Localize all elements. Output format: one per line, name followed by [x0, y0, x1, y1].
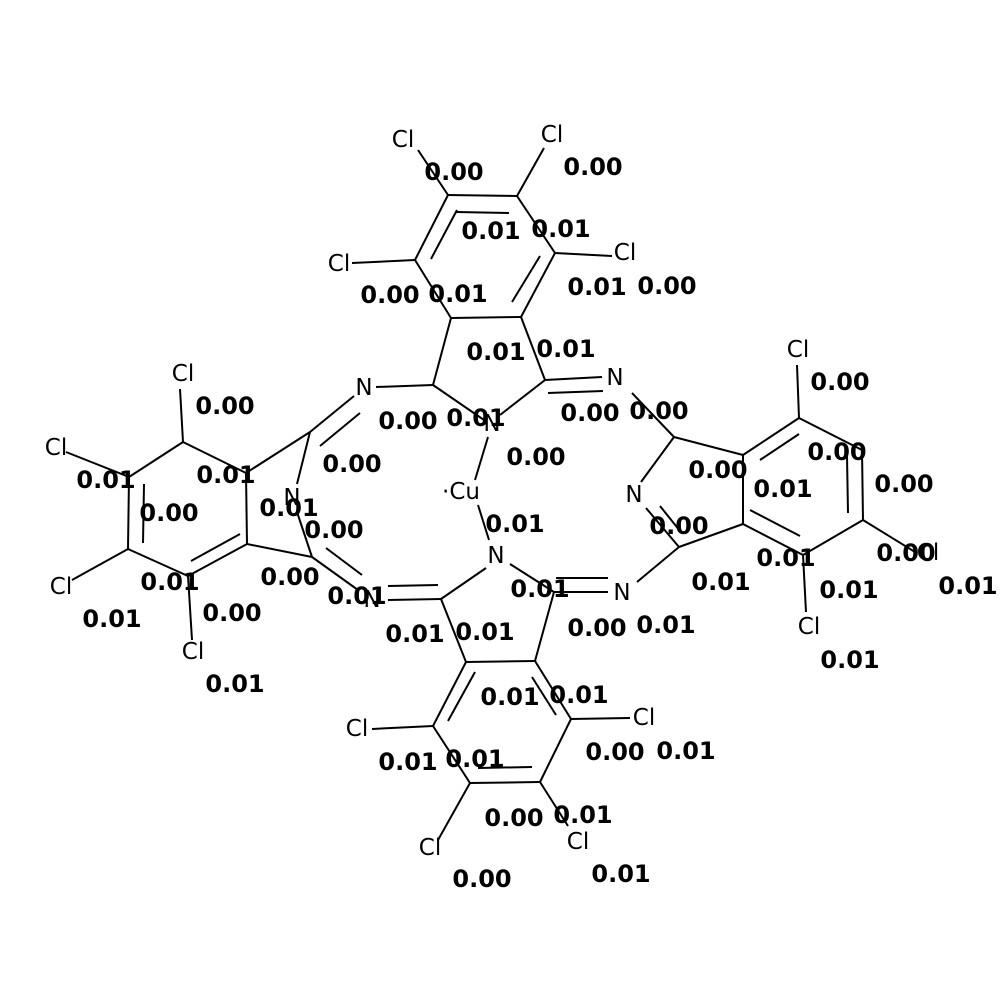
atom-value-label: 0.01 — [461, 217, 520, 245]
chlorine-atom-label: Cl — [45, 435, 67, 461]
nitrogen-atom-label: N — [355, 375, 372, 401]
atom-value-label: 0.00 — [304, 516, 363, 544]
chlorine-atom-label: Cl — [541, 122, 563, 148]
atom-value-label: 0.00 — [874, 470, 933, 498]
atom-value-label: 0.00 — [807, 438, 866, 466]
atom-value-label: 0.00 — [360, 281, 419, 309]
atom-value-label: 0.01 — [485, 510, 544, 538]
bond-lines — [65, 147, 916, 841]
atom-value-label: 0.01 — [549, 681, 608, 709]
atom-value-label: 0.00 — [506, 443, 565, 471]
atom-value-label: 0.01 — [466, 338, 525, 366]
atom-value-label: 0.01 — [76, 466, 135, 494]
atom-value-label: 0.01 — [636, 611, 695, 639]
chlorine-atom-label: Cl — [798, 614, 820, 640]
atom-value-labels: 0.00 0.000.01 0.010.010.00 0.000.010.01 0.01… — [76, 153, 997, 893]
chlorine-atom-label: Cl — [50, 574, 72, 600]
chlorine-atom-label: Cl — [346, 716, 368, 742]
atom-value-label: 0.01 — [753, 475, 812, 503]
atom-value-label: 0.00 — [424, 158, 483, 186]
atom-value-label: 0.00 — [202, 599, 261, 627]
atom-value-label: 0.01 — [385, 620, 444, 648]
atom-value-label: 0.00 — [322, 450, 381, 478]
atom-value-label: 0.01 — [445, 745, 504, 773]
atom-value-label: 0.00 — [195, 392, 254, 420]
atom-value-label: 0.00 — [876, 539, 935, 567]
chlorine-atom-label: Cl — [182, 639, 204, 665]
chlorine-atom-label: Cl — [567, 829, 589, 855]
atom-value-label: 0.01 — [480, 683, 539, 711]
atom-value-label: 0.01 — [82, 605, 141, 633]
atom-value-label: 0.00 — [637, 272, 696, 300]
nitrogen-atom-label: N — [487, 543, 504, 569]
chlorine-atom-label: Cl — [614, 240, 636, 266]
atom-value-label: 0.01 — [819, 576, 878, 604]
atom-value-label: 0.01 — [259, 494, 318, 522]
atom-value-label: 0.00 — [139, 499, 198, 527]
atom-value-label: 0.01 — [531, 215, 590, 243]
atom-value-label: 0.01 — [455, 618, 514, 646]
copper-atom-label: ·Cu — [442, 479, 480, 505]
atom-value-label: 0.00 — [484, 804, 543, 832]
chlorine-atom-label: Cl — [633, 705, 655, 731]
nitrogen-atom-label: N — [283, 485, 300, 511]
atom-value-label: 0.01 — [327, 582, 386, 610]
atom-value-label: 0.01 — [756, 544, 815, 572]
atom-value-label: 0.00 — [563, 153, 622, 181]
atom-labels: Cl Cl Cl Cl Cl Cl Cl Cl Cl Cl Cl Cl Cl Cl Cl N N N N N N N N ·C… — [45, 122, 939, 861]
atom-value-label: 0.01 — [820, 646, 879, 674]
chlorine-atom-label: Cl — [917, 540, 939, 566]
atom-value-label: 0.00 — [688, 456, 747, 484]
atom-value-label: 0.00 — [629, 397, 688, 425]
atom-value-label: 0.00 — [649, 512, 708, 540]
atom-value-label: 0.01 — [567, 273, 626, 301]
atom-value-label: 0.01 — [510, 575, 569, 603]
atom-value-label: 0.01 — [140, 568, 199, 596]
atom-value-label: 0.01 — [378, 748, 437, 776]
nitrogen-atom-label: N — [613, 580, 630, 606]
chlorine-atom-label: Cl — [419, 835, 441, 861]
nitrogen-atom-label: N — [606, 365, 623, 391]
atom-value-label: 0.00 — [567, 614, 626, 642]
atom-value-label: 0.01 — [691, 568, 750, 596]
atom-value-label: 0.00 — [378, 407, 437, 435]
atom-value-label: 0.01 — [656, 737, 715, 765]
chlorine-atom-label: Cl — [392, 127, 414, 153]
atom-value-label: 0.01 — [938, 572, 997, 600]
atom-value-label: 0.00 — [452, 865, 511, 893]
nitrogen-atom-label: N — [625, 482, 642, 508]
atom-value-label: 0.00 — [260, 563, 319, 591]
atom-value-label: 0.01 — [536, 335, 595, 363]
chlorine-atom-label: Cl — [328, 251, 350, 277]
nitrogen-atom-label: N — [363, 587, 380, 613]
atom-value-label: 0.00 — [585, 738, 644, 766]
atom-value-label: 0.01 — [591, 860, 650, 888]
chlorine-atom-label: Cl — [787, 337, 809, 363]
atom-value-label: 0.01 — [205, 670, 264, 698]
atom-value-label: 0.01 — [428, 280, 487, 308]
atom-value-label: 0.00 — [560, 399, 619, 427]
atom-value-label: 0.01 — [553, 801, 612, 829]
atom-value-label: 0.01 — [196, 461, 255, 489]
atom-value-label: 0.00 — [810, 368, 869, 396]
atom-value-label: 0.01 — [446, 404, 505, 432]
nitrogen-atom-label: N — [483, 411, 500, 437]
chlorine-atom-label: Cl — [172, 361, 194, 387]
